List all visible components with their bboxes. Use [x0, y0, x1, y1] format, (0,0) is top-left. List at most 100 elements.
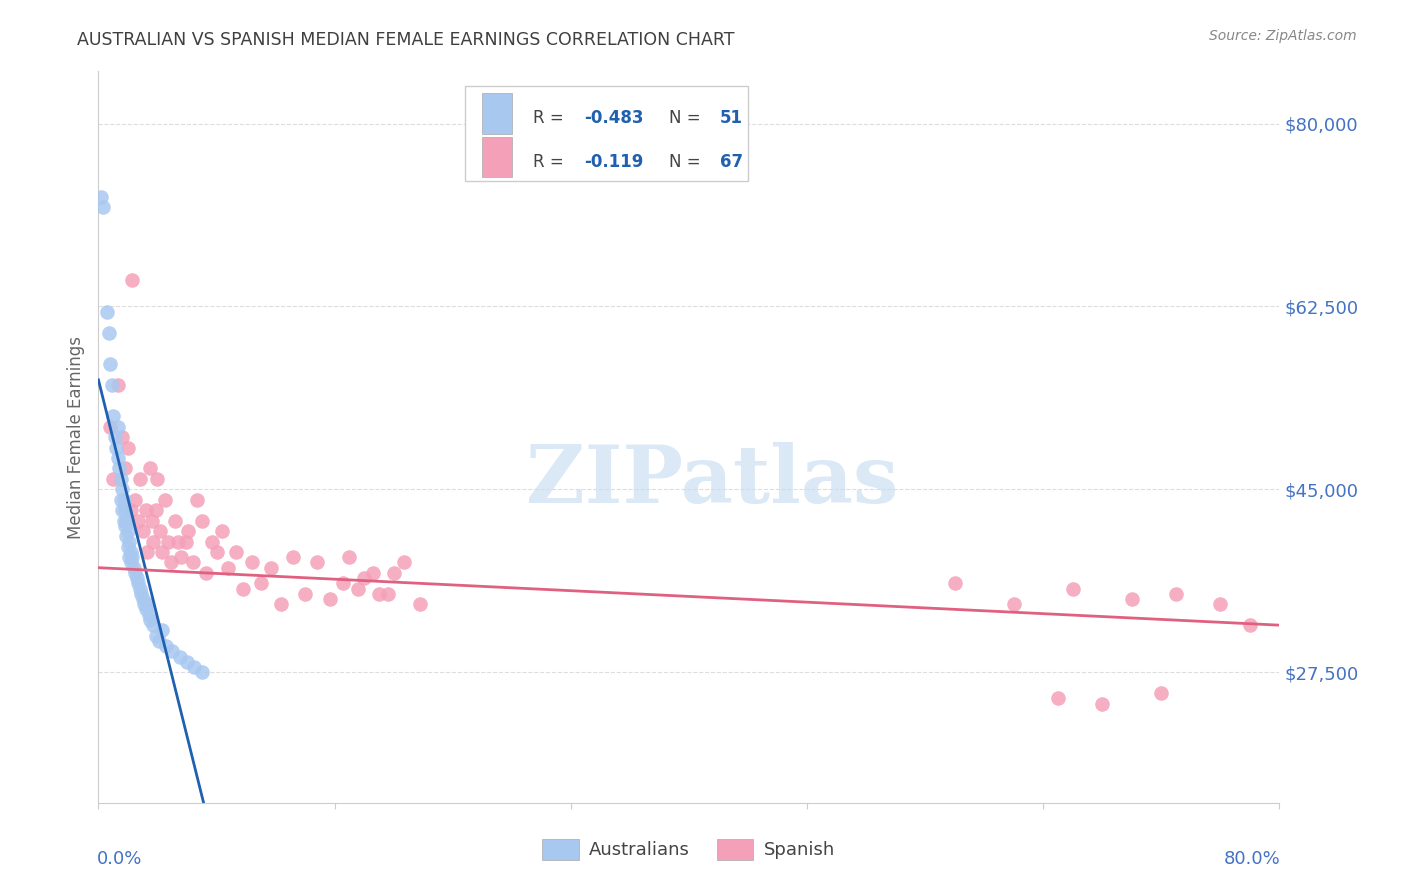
Point [294, 587, 316, 601]
Point [159, 556, 181, 570]
Point [114, 503, 136, 517]
Point [146, 472, 169, 486]
Point [117, 540, 139, 554]
Point [155, 639, 177, 653]
Point [211, 524, 233, 538]
Point [103, 472, 125, 486]
Text: N =: N = [669, 110, 706, 128]
Point [217, 560, 239, 574]
Point [225, 545, 247, 559]
Point [347, 582, 370, 596]
Point [177, 524, 200, 538]
Point [153, 492, 176, 507]
Point [139, 461, 162, 475]
Point [107, 377, 129, 392]
Point [110, 472, 132, 486]
Point [270, 597, 292, 611]
Point [201, 534, 224, 549]
Point [124, 566, 146, 580]
Point [125, 571, 148, 585]
Text: -0.483: -0.483 [583, 110, 644, 128]
Point [149, 524, 172, 538]
Point [150, 624, 173, 638]
Text: ZIPatlas: ZIPatlas [526, 442, 898, 520]
Point [409, 597, 432, 611]
Point [104, 430, 127, 444]
Point [150, 545, 173, 559]
Point [183, 660, 205, 674]
Point [132, 592, 155, 607]
Point [124, 492, 146, 507]
Text: AUSTRALIAN VS SPANISH MEDIAN FEMALE EARNINGS CORRELATION CHART: AUSTRALIAN VS SPANISH MEDIAN FEMALE EARN… [77, 31, 735, 49]
Point [138, 607, 160, 622]
Text: 0.0%: 0.0% [97, 850, 142, 868]
Point [117, 524, 139, 538]
Point [260, 560, 283, 574]
Point [319, 592, 342, 607]
Text: Source: ZipAtlas.com: Source: ZipAtlas.com [1209, 29, 1357, 43]
Point [142, 618, 165, 632]
Point [250, 576, 273, 591]
Point [191, 514, 214, 528]
Point [111, 503, 134, 517]
Text: R =: R = [533, 110, 569, 128]
Point [97, 326, 120, 340]
Point [332, 576, 354, 591]
Point [96, 304, 118, 318]
Point [205, 545, 228, 559]
Point [114, 461, 136, 475]
Y-axis label: Median Female Earnings: Median Female Earnings [66, 335, 84, 539]
Point [108, 461, 131, 475]
Point [120, 503, 142, 517]
Point [122, 560, 145, 574]
Point [136, 545, 159, 559]
Point [169, 649, 191, 664]
Point [98, 419, 121, 434]
Point [165, 514, 187, 528]
Point [1150, 686, 1173, 700]
Point [1121, 592, 1143, 607]
Point [128, 472, 150, 486]
Point [103, 409, 125, 424]
Point [129, 587, 152, 601]
Text: 51: 51 [720, 110, 742, 128]
Point [142, 534, 165, 549]
Point [127, 514, 149, 528]
Point [132, 524, 155, 538]
Point [118, 534, 141, 549]
FancyBboxPatch shape [464, 86, 748, 181]
Point [943, 576, 966, 591]
Point [111, 430, 134, 444]
Point [1062, 582, 1084, 596]
Point [111, 483, 134, 497]
Point [121, 550, 143, 565]
Point [174, 534, 197, 549]
Point [1046, 691, 1070, 706]
Text: 67: 67 [720, 153, 742, 171]
Point [392, 556, 415, 570]
Point [181, 556, 204, 570]
Point [128, 582, 150, 596]
Point [112, 492, 135, 507]
Point [1166, 587, 1188, 601]
Point [121, 273, 143, 287]
Point [1239, 618, 1261, 632]
Point [195, 566, 218, 580]
Text: 80.0%: 80.0% [1223, 850, 1281, 868]
Point [136, 597, 159, 611]
FancyBboxPatch shape [482, 137, 512, 178]
Point [134, 597, 156, 611]
Point [305, 556, 328, 570]
Point [145, 629, 167, 643]
Point [232, 582, 254, 596]
Point [107, 419, 129, 434]
Point [377, 587, 399, 601]
Text: R =: R = [533, 153, 574, 171]
Point [145, 503, 167, 517]
Point [107, 450, 129, 465]
Point [176, 655, 198, 669]
Point [117, 441, 139, 455]
Point [90, 190, 112, 204]
Point [1091, 697, 1114, 711]
Point [1002, 597, 1025, 611]
